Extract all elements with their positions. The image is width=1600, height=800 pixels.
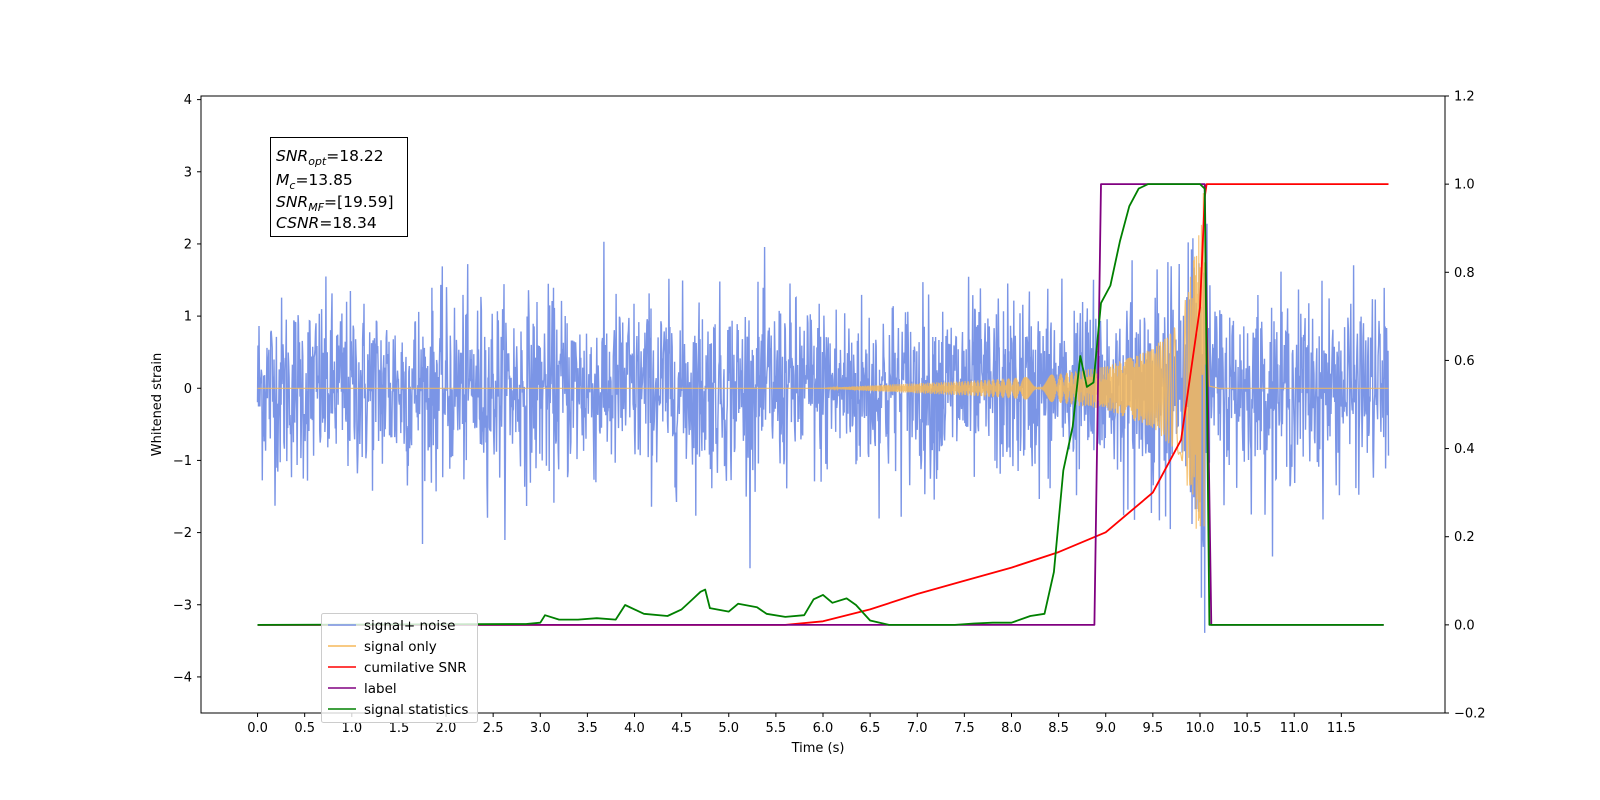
- legend-item-cumulative-snr: cumilative SNR: [328, 660, 467, 676]
- x-tick-label: 3.5: [577, 721, 598, 736]
- x-tick-label: 9.0: [1095, 721, 1116, 736]
- x-tick-label: 5.5: [766, 721, 787, 736]
- annotation-frame: [270, 137, 408, 237]
- legend-label: cumilative SNR: [364, 660, 467, 676]
- y-tick-label: −1: [173, 454, 192, 469]
- x-tick-label: 2.0: [436, 721, 457, 736]
- y2-tick-label: −0.2: [1454, 707, 1486, 722]
- legend-item-signal-statistics: signal statistics: [328, 702, 468, 718]
- x-tick-label: 8.5: [1048, 721, 1069, 736]
- x-tick-label: 1.0: [341, 721, 362, 736]
- legend-item-signal-only: signal only: [328, 639, 437, 655]
- x-tick-label: 3.0: [530, 721, 551, 736]
- legend-label: signal statistics: [364, 702, 468, 718]
- y2-tick-label: 1.0: [1454, 178, 1475, 193]
- y-tick-label: 0: [184, 382, 192, 397]
- legend-label: label: [364, 681, 397, 697]
- x-tick-label: 7.5: [954, 721, 975, 736]
- annotation-csnr: CSNR=18.34: [276, 214, 377, 232]
- y-axis-left: −4 −3 −2 −1 0 1 2 3 4: [173, 93, 201, 685]
- y-tick-label: −2: [173, 526, 192, 541]
- x-tick-label: 10.5: [1233, 721, 1262, 736]
- series-cumilative-snr: [257, 183, 1389, 626]
- x-axis: 0.0 0.5 1.0 1.5 2.0 2.5 3.0 3.5 4.0 4.5 5.0 5.5 6.0 6…: [247, 713, 1356, 736]
- legend-frame: [321, 613, 478, 723]
- x-tick-label: 9.5: [1143, 721, 1164, 736]
- y2-tick-label: 0.0: [1454, 618, 1475, 633]
- x-tick-label: 5.0: [718, 721, 739, 736]
- x-tick-label: 1.5: [389, 721, 410, 736]
- y-axis-right: −0.2 0.0 0.2 0.4 0.6 0.8 1.0 1.2: [1445, 90, 1486, 722]
- y-tick-label: 3: [184, 165, 192, 180]
- y-tick-label: −3: [173, 598, 192, 613]
- y-tick-label: 2: [184, 237, 192, 252]
- x-axis-label: Time (s): [791, 741, 845, 756]
- annotation-snr-mf: SNRMF=[19.59]: [276, 193, 394, 214]
- series-signal-statistics: [257, 183, 1384, 626]
- y2-tick-label: 0.4: [1454, 442, 1475, 457]
- x-tick-label: 10.0: [1185, 721, 1214, 736]
- y2-tick-label: 0.2: [1454, 530, 1475, 545]
- plot-area: [256, 183, 1390, 633]
- annotation-mc: Mc=13.85: [276, 171, 353, 192]
- x-tick-label: 11.0: [1280, 721, 1309, 736]
- legend: signal+ noise signal only cumilative SNR…: [321, 613, 478, 723]
- x-tick-label: 0.0: [247, 721, 268, 736]
- x-tick-label: 6.0: [813, 721, 834, 736]
- y-tick-label: 1: [184, 310, 192, 325]
- x-tick-label: 11.5: [1327, 721, 1356, 736]
- x-tick-label: 4.0: [624, 721, 645, 736]
- x-tick-label: 2.5: [483, 721, 504, 736]
- annotation-snr-opt: SNRopt=18.22: [276, 147, 384, 168]
- y2-tick-label: 0.6: [1454, 354, 1475, 369]
- y-tick-label: −4: [173, 670, 192, 685]
- legend-item-label: label: [328, 681, 397, 697]
- x-tick-label: 7.0: [907, 721, 928, 736]
- x-tick-label: 4.5: [671, 721, 692, 736]
- snr-annotation-box: SNRopt=18.22 Mc=13.85 SNRMF=[19.59] CSNR…: [270, 137, 408, 237]
- y2-tick-label: 0.8: [1454, 266, 1475, 281]
- x-tick-label: 8.0: [1001, 721, 1022, 736]
- x-tick-label: 0.5: [294, 721, 315, 736]
- series-signal-only: [257, 193, 1389, 529]
- y2-tick-label: 1.2: [1454, 90, 1475, 105]
- x-tick-label: 6.5: [860, 721, 881, 736]
- y-axis-label: Whitened strain: [150, 353, 165, 456]
- y-tick-label: 4: [184, 93, 192, 108]
- legend-label: signal only: [364, 639, 437, 655]
- legend-item-signal-noise: signal+ noise: [328, 618, 455, 634]
- legend-label: signal+ noise: [364, 618, 455, 634]
